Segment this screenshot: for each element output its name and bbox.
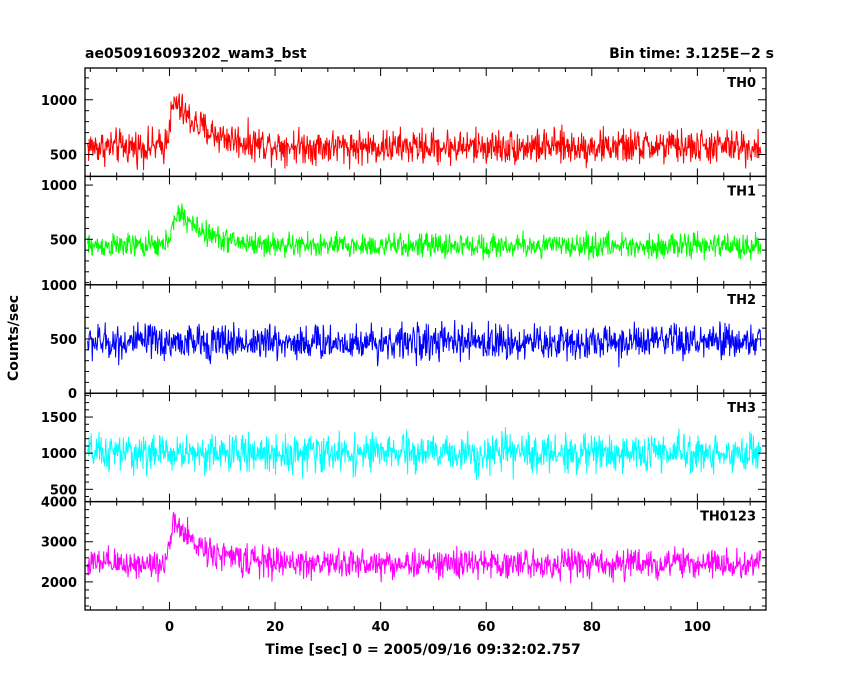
x-tick-label: 80 <box>583 620 601 635</box>
series-line-th1 <box>87 203 762 261</box>
panel-th1: 500 1000 TH1 <box>41 175 767 286</box>
x-tick-label: 100 <box>684 620 711 635</box>
y-tick-label: 500 <box>50 483 77 498</box>
y-tick-label: 1000 <box>41 94 77 109</box>
series-line-th0123 <box>87 511 762 584</box>
panel-th0: 500 1000 TH0 <box>41 67 767 178</box>
y-tick-label: 500 <box>50 333 77 348</box>
y-tick-label: 1000 <box>41 447 77 462</box>
y-tick-label: 2000 <box>41 576 77 591</box>
panel-label: TH0 <box>727 76 756 91</box>
panel-frame <box>84 500 767 611</box>
panel-label: TH1 <box>727 184 756 199</box>
chart-title: ae050916093202_wam3_bst <box>85 46 307 62</box>
y-tick-label: 4000 <box>41 496 77 511</box>
panel-label: TH0123 <box>700 510 756 525</box>
panel-label: TH3 <box>727 401 756 416</box>
y-tick-label: 1000 <box>41 279 77 294</box>
y-tick-label: 1000 <box>41 179 77 194</box>
x-tick-label: 60 <box>477 620 495 635</box>
y-tick-label: 1500 <box>41 411 77 426</box>
y-tick-label: 500 <box>50 233 77 248</box>
x-axis-label: Time [sec] 0 = 2005/09/16 09:32:02.757 <box>265 642 581 658</box>
x-tick-label: 0 <box>165 620 174 635</box>
panel-label: TH2 <box>727 293 756 308</box>
x-tick-label: 20 <box>266 620 284 635</box>
y-tick-label: 0 <box>68 387 77 402</box>
series-line-th0 <box>87 93 762 171</box>
x-tick-label: 40 <box>372 620 390 635</box>
y-tick-label: 3000 <box>41 536 77 551</box>
panel-th3: 500 1000 1500 TH3 <box>41 392 767 503</box>
y-tick-label: 500 <box>50 149 77 164</box>
y-axis-label: Counts/sec <box>6 295 22 381</box>
bin-time-label: Bin time: 3.125E−2 s <box>609 46 774 62</box>
series-line-th2 <box>87 319 762 368</box>
panel-th0123: 2000 3000 4000 TH0123 <box>41 496 767 611</box>
series-line-th3 <box>87 427 762 480</box>
panel-th2: 0 500 1000 TH2 <box>41 279 767 402</box>
